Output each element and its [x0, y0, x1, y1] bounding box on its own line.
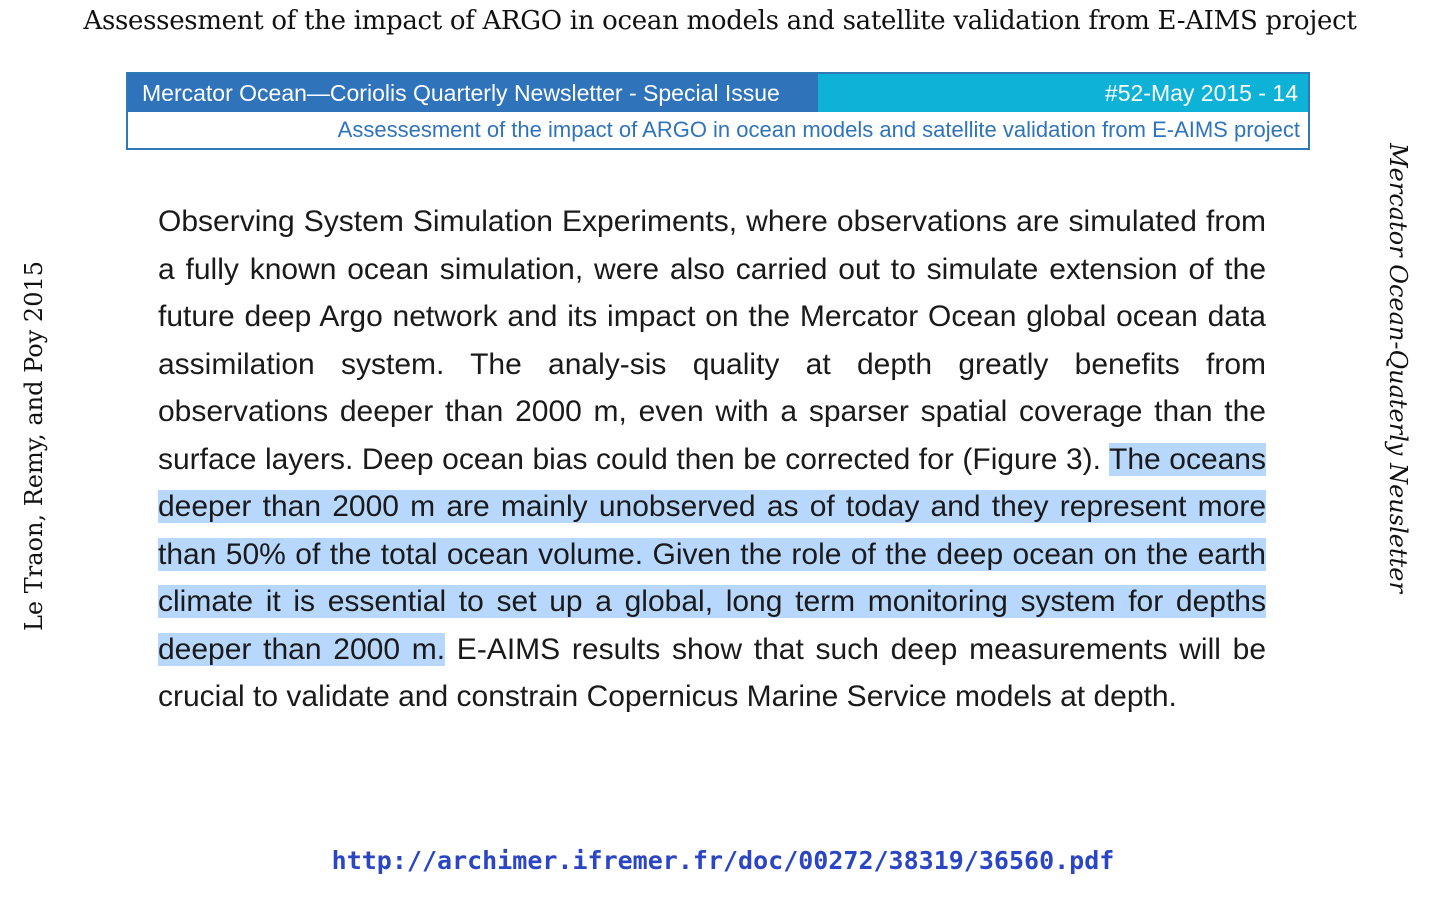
article-paragraph: Observing System Simulation Experiments,… — [158, 198, 1266, 721]
publication-caption: Mercator Ocean-Quaterly Neusletter — [1384, 143, 1412, 593]
banner-subtitle: Assessesment of the impact of ARGO in oc… — [337, 117, 1300, 142]
source-url-link[interactable]: http://archimer.ifremer.fr/doc/00272/383… — [331, 846, 1115, 875]
paragraph-text-before: Observing System Simulation Experiments,… — [158, 205, 1266, 476]
paragraph-text-after: E-AIMS results show that such deep measu… — [158, 632, 1267, 714]
newsletter-name: Mercator Ocean—Coriolis Quarterly Newsle… — [128, 74, 818, 112]
issue-number: #52-May 2015 - 14 — [818, 74, 1308, 112]
banner-header-row: Mercator Ocean—Coriolis Quarterly Newsle… — [128, 74, 1308, 112]
newsletter-banner: Mercator Ocean—Coriolis Quarterly Newsle… — [126, 72, 1310, 150]
author-caption: Le Traon, Remy, and Poy 2015 — [20, 260, 48, 632]
page-title: Assessesment of the impact of ARGO in oc… — [83, 6, 1357, 36]
